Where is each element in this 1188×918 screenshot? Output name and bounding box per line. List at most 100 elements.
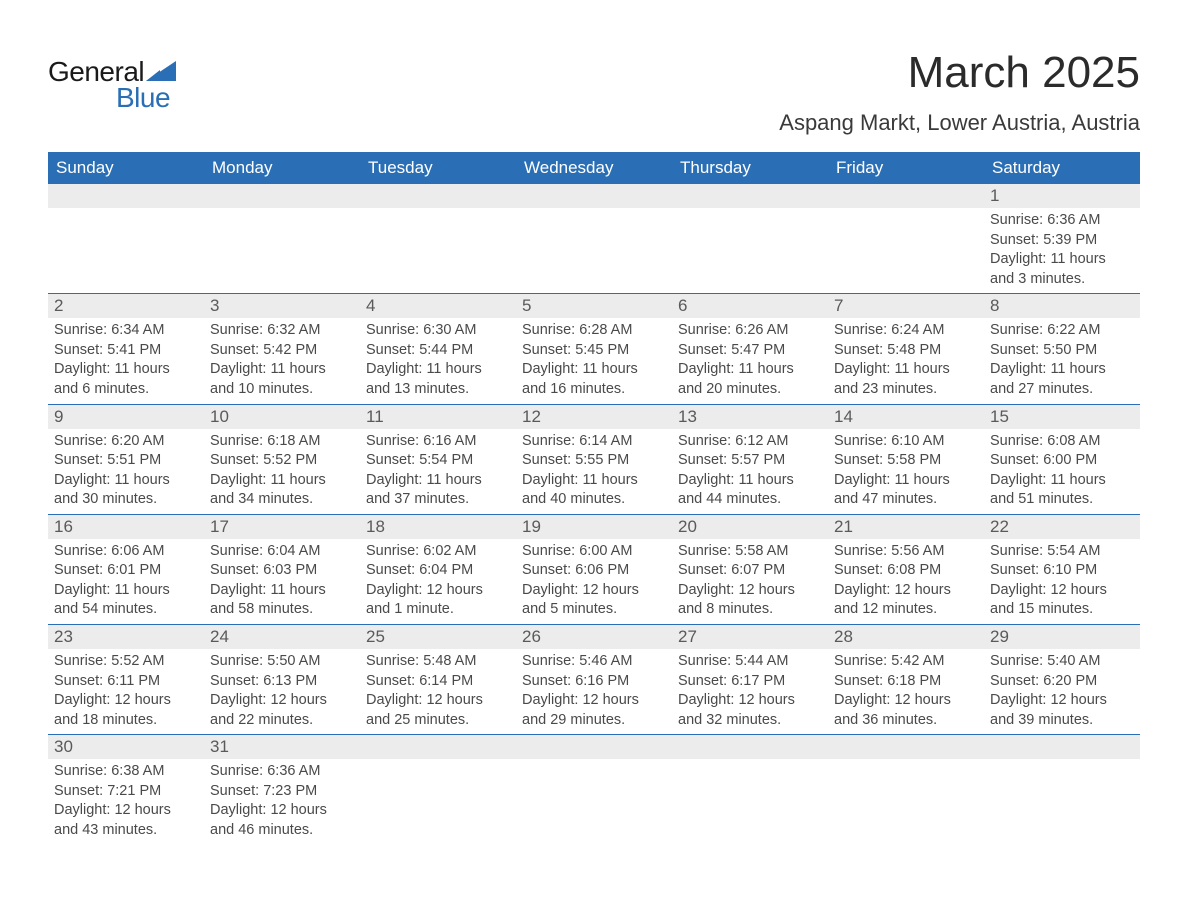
sunset-text: Sunset: 5:52 PM (210, 451, 354, 471)
sunrise-text: Sunrise: 6:26 AM (678, 321, 822, 341)
day-number (360, 735, 516, 759)
sunrise-text: Sunrise: 5:56 AM (834, 542, 978, 562)
day-number: 19 (516, 515, 672, 539)
sunset-text: Sunset: 6:07 PM (678, 561, 822, 581)
day-cell (48, 208, 204, 293)
daylight-text-2: and 51 minutes. (990, 490, 1134, 510)
daylight-text-1: Daylight: 12 hours (210, 691, 354, 711)
day-number: 7 (828, 294, 984, 318)
day-number (204, 184, 360, 208)
daylight-text-1: Daylight: 11 hours (522, 471, 666, 491)
day-details: Sunrise: 6:32 AMSunset: 5:42 PMDaylight:… (204, 318, 360, 403)
day-cell: Sunrise: 6:12 AMSunset: 5:57 PMDaylight:… (672, 429, 828, 514)
calendar-week: Sunrise: 5:52 AMSunset: 6:11 PMDaylight:… (48, 649, 1140, 735)
day-cell: Sunrise: 6:06 AMSunset: 6:01 PMDaylight:… (48, 539, 204, 624)
sunrise-text: Sunrise: 6:36 AM (990, 211, 1134, 231)
day-details: Sunrise: 6:38 AMSunset: 7:21 PMDaylight:… (48, 759, 204, 844)
day-details (672, 759, 828, 829)
daylight-text-2: and 58 minutes. (210, 600, 354, 620)
day-number (360, 184, 516, 208)
day-number: 1 (984, 184, 1140, 208)
day-number: 22 (984, 515, 1140, 539)
daylight-text-2: and 20 minutes. (678, 380, 822, 400)
day-details (828, 759, 984, 829)
day-cell: Sunrise: 5:58 AMSunset: 6:07 PMDaylight:… (672, 539, 828, 624)
page-subtitle: Aspang Markt, Lower Austria, Austria (779, 110, 1140, 136)
day-number: 20 (672, 515, 828, 539)
day-cell: Sunrise: 5:56 AMSunset: 6:08 PMDaylight:… (828, 539, 984, 624)
day-number: 24 (204, 625, 360, 649)
day-cell: Sunrise: 5:52 AMSunset: 6:11 PMDaylight:… (48, 649, 204, 734)
daylight-text-2: and 36 minutes. (834, 711, 978, 731)
day-cell (828, 759, 984, 844)
day-number (48, 184, 204, 208)
day-details: Sunrise: 6:02 AMSunset: 6:04 PMDaylight:… (360, 539, 516, 624)
daylight-text-2: and 10 minutes. (210, 380, 354, 400)
day-cell: Sunrise: 6:28 AMSunset: 5:45 PMDaylight:… (516, 318, 672, 403)
sunrise-text: Sunrise: 6:24 AM (834, 321, 978, 341)
calendar-week: Sunrise: 6:20 AMSunset: 5:51 PMDaylight:… (48, 429, 1140, 515)
day-cell (360, 208, 516, 293)
sunset-text: Sunset: 5:57 PM (678, 451, 822, 471)
day-details: Sunrise: 5:46 AMSunset: 6:16 PMDaylight:… (516, 649, 672, 734)
day-details: Sunrise: 6:08 AMSunset: 6:00 PMDaylight:… (984, 429, 1140, 514)
day-details (516, 759, 672, 829)
day-cell: Sunrise: 5:54 AMSunset: 6:10 PMDaylight:… (984, 539, 1140, 624)
title-block: March 2025 Aspang Markt, Lower Austria, … (779, 48, 1140, 142)
daylight-text-2: and 12 minutes. (834, 600, 978, 620)
daylight-text-2: and 43 minutes. (54, 821, 198, 841)
daylight-text-2: and 6 minutes. (54, 380, 198, 400)
daylight-text-1: Daylight: 12 hours (678, 581, 822, 601)
daylight-text-1: Daylight: 11 hours (54, 581, 198, 601)
day-details: Sunrise: 6:34 AMSunset: 5:41 PMDaylight:… (48, 318, 204, 403)
sunset-text: Sunset: 5:39 PM (990, 231, 1134, 251)
daylight-text-1: Daylight: 12 hours (834, 691, 978, 711)
day-cell: Sunrise: 6:00 AMSunset: 6:06 PMDaylight:… (516, 539, 672, 624)
daylight-text-1: Daylight: 11 hours (990, 250, 1134, 270)
daylight-text-1: Daylight: 12 hours (210, 801, 354, 821)
day-cell: Sunrise: 6:08 AMSunset: 6:00 PMDaylight:… (984, 429, 1140, 514)
day-number-row: 1 (48, 184, 1140, 208)
day-details (672, 208, 828, 278)
day-number-row: 3031 (48, 735, 1140, 759)
day-number: 8 (984, 294, 1140, 318)
sunrise-text: Sunrise: 5:50 AM (210, 652, 354, 672)
sunset-text: Sunset: 5:42 PM (210, 341, 354, 361)
sunset-text: Sunset: 6:20 PM (990, 672, 1134, 692)
day-number: 17 (204, 515, 360, 539)
daylight-text-1: Daylight: 11 hours (54, 471, 198, 491)
daylight-text-2: and 3 minutes. (990, 270, 1134, 290)
day-cell (204, 208, 360, 293)
day-details: Sunrise: 5:54 AMSunset: 6:10 PMDaylight:… (984, 539, 1140, 624)
day-number: 18 (360, 515, 516, 539)
sunrise-text: Sunrise: 6:32 AM (210, 321, 354, 341)
sunset-text: Sunset: 6:10 PM (990, 561, 1134, 581)
daylight-text-2: and 27 minutes. (990, 380, 1134, 400)
sunrise-text: Sunrise: 6:00 AM (522, 542, 666, 562)
day-cell: Sunrise: 5:40 AMSunset: 6:20 PMDaylight:… (984, 649, 1140, 734)
day-details: Sunrise: 5:52 AMSunset: 6:11 PMDaylight:… (48, 649, 204, 734)
day-details: Sunrise: 6:16 AMSunset: 5:54 PMDaylight:… (360, 429, 516, 514)
sunrise-text: Sunrise: 5:52 AM (54, 652, 198, 672)
day-cell (828, 208, 984, 293)
day-number: 14 (828, 405, 984, 429)
daylight-text-2: and 29 minutes. (522, 711, 666, 731)
daylight-text-1: Daylight: 11 hours (834, 360, 978, 380)
daylight-text-2: and 23 minutes. (834, 380, 978, 400)
sunset-text: Sunset: 6:13 PM (210, 672, 354, 692)
calendar-week: Sunrise: 6:34 AMSunset: 5:41 PMDaylight:… (48, 318, 1140, 404)
day-details: Sunrise: 6:00 AMSunset: 6:06 PMDaylight:… (516, 539, 672, 624)
sunrise-text: Sunrise: 6:18 AM (210, 432, 354, 452)
day-number: 15 (984, 405, 1140, 429)
day-cell: Sunrise: 5:44 AMSunset: 6:17 PMDaylight:… (672, 649, 828, 734)
day-number: 30 (48, 735, 204, 759)
day-number (516, 184, 672, 208)
day-details: Sunrise: 5:42 AMSunset: 6:18 PMDaylight:… (828, 649, 984, 734)
day-details (204, 208, 360, 278)
col-wednesday: Wednesday (516, 152, 672, 184)
daylight-text-2: and 8 minutes. (678, 600, 822, 620)
day-details (516, 208, 672, 278)
day-number: 10 (204, 405, 360, 429)
col-saturday: Saturday (984, 152, 1140, 184)
day-cell (516, 759, 672, 844)
